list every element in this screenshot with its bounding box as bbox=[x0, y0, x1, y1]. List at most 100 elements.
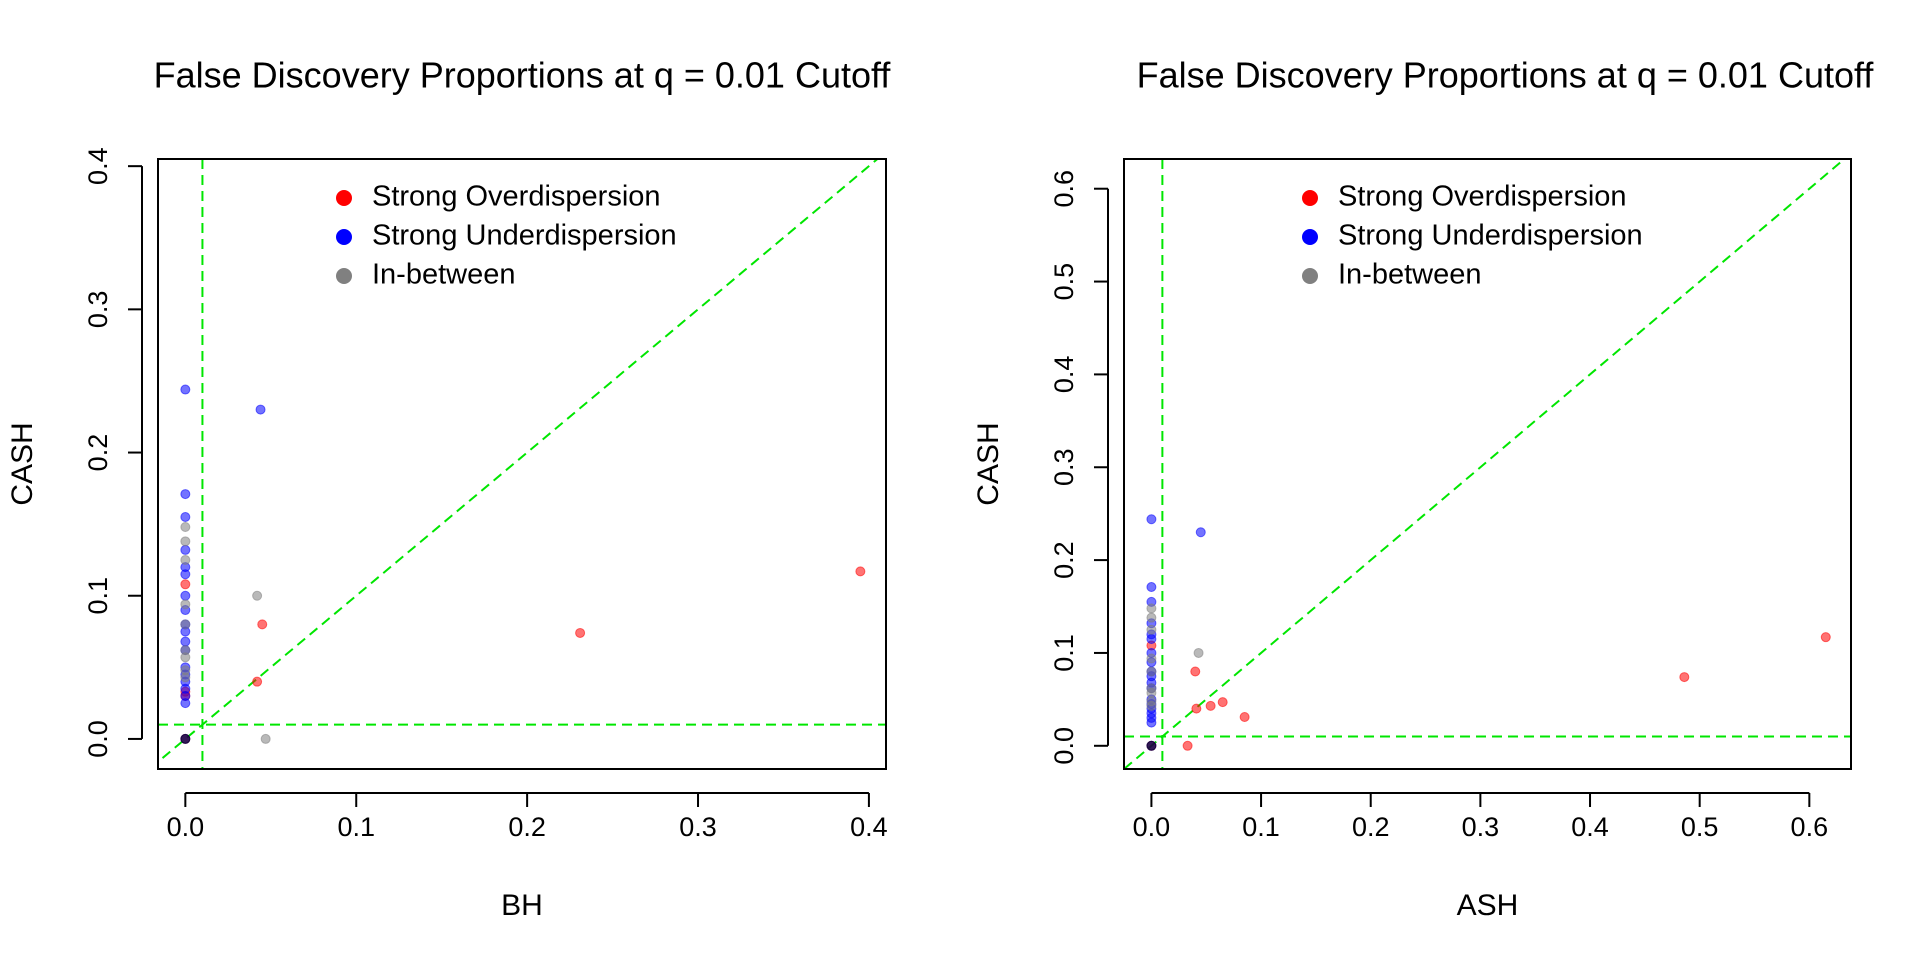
y-tick-label: 0.2 bbox=[1049, 541, 1079, 579]
data-point bbox=[180, 672, 191, 683]
data-point bbox=[855, 566, 866, 577]
data-point bbox=[180, 544, 191, 555]
x-tick-label: 0.0 bbox=[1133, 812, 1171, 842]
legend-entry: Strong Overdispersion bbox=[1302, 181, 1627, 213]
data-point bbox=[1190, 666, 1201, 677]
chart-title: False Discovery Proportions at q = 0.01 … bbox=[1137, 55, 1875, 96]
data-point bbox=[1191, 703, 1202, 714]
data-point bbox=[1820, 632, 1831, 643]
data-point bbox=[1146, 514, 1157, 525]
y-tick-label: 0.3 bbox=[1049, 448, 1079, 486]
x-axis: 0.0 0.1 0.2 0.3 0.4 BH bbox=[167, 792, 888, 922]
x-tick-label: 0.3 bbox=[1462, 812, 1500, 842]
x-tick-label: 0.3 bbox=[679, 812, 717, 842]
legend-label: In-between bbox=[372, 259, 516, 291]
y-axis: 0.0 0.1 0.2 0.3 0.4 0.5 0.6 CASH bbox=[972, 170, 1109, 765]
plot-frame bbox=[157, 158, 887, 770]
legend-entry: In-between bbox=[336, 259, 516, 291]
legend-label: Strong Underdispersion bbox=[372, 220, 677, 252]
data-point bbox=[180, 599, 191, 610]
data-point bbox=[1146, 700, 1157, 711]
x-axis-label: BH bbox=[501, 889, 543, 922]
plot-frame bbox=[1123, 158, 1852, 770]
y-tick-label: 0.1 bbox=[83, 577, 113, 615]
legend-marker bbox=[336, 190, 352, 206]
legend-entry: Strong Overdispersion bbox=[336, 181, 661, 213]
y-axis: 0.0 0.1 0.2 0.3 0.4 CASH bbox=[6, 147, 143, 758]
x-tick-label: 0.2 bbox=[1352, 812, 1390, 842]
legend-label: Strong Overdispersion bbox=[1338, 181, 1627, 213]
data-point bbox=[180, 511, 191, 522]
chart-panel-1: False Discovery Proportions at q = 0.01 … bbox=[6, 55, 892, 922]
y-tick-label: 0.3 bbox=[83, 291, 113, 329]
data-point bbox=[180, 579, 191, 590]
x-axis-label: ASH bbox=[1457, 889, 1519, 922]
legend-entry: Strong Underdispersion bbox=[336, 220, 677, 252]
series-strong_under bbox=[180, 384, 266, 744]
data-point bbox=[1146, 582, 1157, 593]
legend-label: In-between bbox=[1338, 259, 1482, 291]
data-point bbox=[180, 733, 191, 744]
data-point bbox=[180, 698, 191, 709]
data-point bbox=[260, 733, 271, 744]
legend-label: Strong Overdispersion bbox=[372, 181, 661, 213]
data-point bbox=[180, 652, 191, 663]
reference-diagonal bbox=[1124, 159, 1846, 769]
x-axis: 0.0 0.1 0.2 0.3 0.4 0.5 0.6 ASH bbox=[1133, 792, 1829, 922]
data-point bbox=[180, 384, 191, 395]
data-point bbox=[1146, 666, 1157, 677]
series-strong_over bbox=[180, 566, 866, 744]
data-point bbox=[255, 404, 266, 415]
data-point bbox=[180, 619, 191, 630]
legend: Strong Overdispersion Strong Underdispers… bbox=[336, 181, 677, 291]
legend-marker bbox=[1302, 268, 1318, 284]
data-point bbox=[575, 627, 586, 638]
data-point bbox=[1182, 740, 1193, 751]
series-strong_over bbox=[1146, 632, 1831, 751]
x-tick-label: 0.5 bbox=[1681, 812, 1719, 842]
y-tick-label: 0.4 bbox=[83, 147, 113, 185]
chart-panel-2: False Discovery Proportions at q = 0.01 … bbox=[972, 55, 1875, 922]
legend-marker bbox=[1302, 190, 1318, 206]
data-point bbox=[1146, 624, 1157, 635]
data-point bbox=[180, 489, 191, 500]
data-point bbox=[180, 590, 191, 601]
y-tick-label: 0.0 bbox=[83, 720, 113, 758]
y-axis-label: CASH bbox=[972, 422, 1005, 505]
data-point bbox=[1146, 653, 1157, 664]
legend-marker bbox=[336, 229, 352, 245]
legend: Strong Overdispersion Strong Underdispers… bbox=[1302, 181, 1643, 291]
data-point bbox=[252, 590, 263, 601]
legend-marker bbox=[1302, 229, 1318, 245]
data-point bbox=[1146, 740, 1157, 751]
y-tick-label: 0.4 bbox=[1049, 356, 1079, 394]
data-point bbox=[1146, 612, 1157, 623]
data-point bbox=[1195, 527, 1206, 538]
data-point bbox=[180, 522, 191, 533]
y-axis-label: CASH bbox=[6, 422, 39, 505]
legend-entry: Strong Underdispersion bbox=[1302, 220, 1643, 252]
y-tick-label: 0.1 bbox=[1049, 634, 1079, 672]
y-tick-label: 0.0 bbox=[1049, 727, 1079, 765]
x-tick-label: 0.4 bbox=[1571, 812, 1609, 842]
x-tick-label: 0.4 bbox=[850, 812, 888, 842]
legend-marker bbox=[336, 268, 352, 284]
data-point bbox=[1146, 603, 1157, 614]
data-point bbox=[180, 569, 191, 580]
y-tick-label: 0.2 bbox=[83, 434, 113, 472]
reference-lines bbox=[1124, 159, 1851, 769]
data-point bbox=[1217, 697, 1228, 708]
x-tick-label: 0.1 bbox=[337, 812, 375, 842]
y-tick-label: 0.5 bbox=[1049, 263, 1079, 301]
data-point bbox=[180, 554, 191, 565]
series-strong_under bbox=[1146, 514, 1206, 751]
data-point bbox=[1205, 700, 1216, 711]
x-tick-label: 0.6 bbox=[1791, 812, 1829, 842]
chart-title: False Discovery Proportions at q = 0.01 … bbox=[154, 55, 892, 96]
data-point bbox=[1193, 647, 1204, 658]
legend-label: Strong Underdispersion bbox=[1338, 220, 1643, 252]
data-point bbox=[257, 619, 268, 630]
data-point bbox=[180, 536, 191, 547]
x-tick-label: 0.0 bbox=[167, 812, 205, 842]
